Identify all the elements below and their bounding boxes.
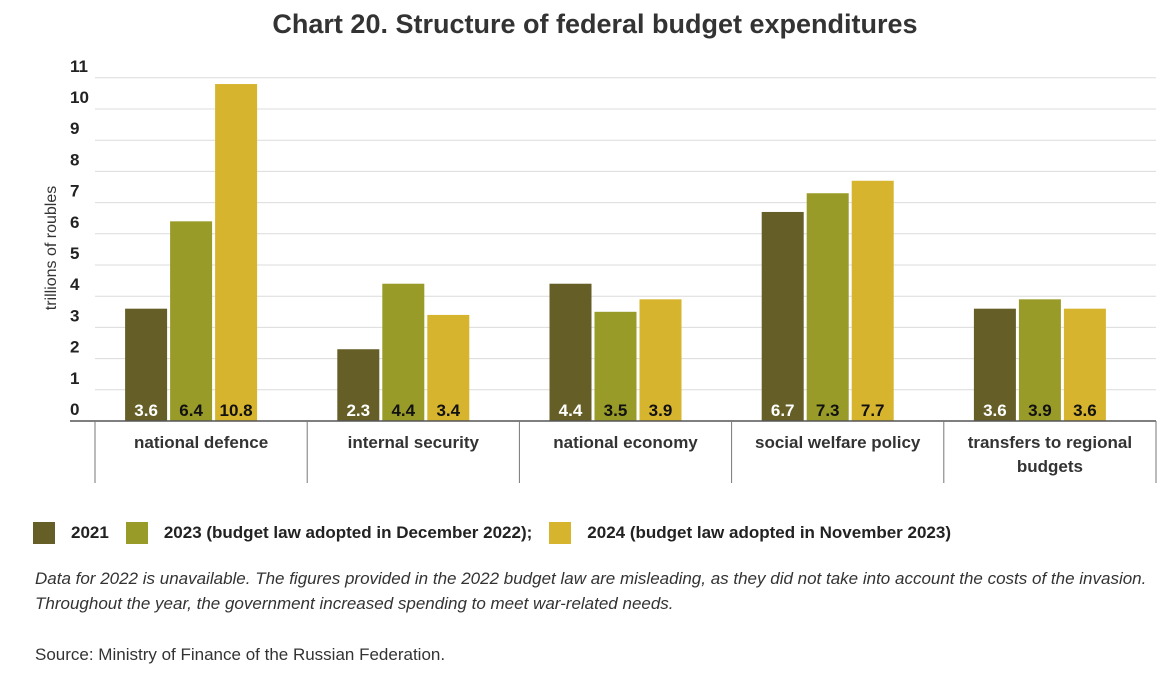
- legend-item: 2023 (budget law adopted in December 202…: [125, 522, 533, 544]
- y-tick-label: 10: [70, 88, 89, 107]
- y-tick-label: 1: [70, 369, 79, 388]
- bar: [337, 349, 380, 421]
- y-tick-label: 4: [70, 275, 80, 294]
- x-axis: [70, 420, 1157, 483]
- data-label: 6.4: [179, 401, 203, 420]
- data-label: 7.7: [861, 401, 885, 420]
- bar-chart: Chart 20. Structure of federal budget ex…: [43, 9, 1157, 483]
- data-label: 3.5: [604, 401, 628, 420]
- y-tick-label: 7: [70, 182, 79, 201]
- legend-swatch: [33, 522, 55, 544]
- legend-item: 2021: [33, 522, 109, 544]
- gridlines: [95, 77, 1156, 391]
- chart-title: Chart 20. Structure of federal budget ex…: [272, 9, 917, 39]
- data-label: 3.6: [1073, 401, 1097, 420]
- y-axis-label: trillions of roubles: [43, 186, 60, 311]
- y-tick-label: 5: [70, 244, 79, 263]
- category-label: internal security: [348, 433, 480, 452]
- bar: [170, 221, 213, 421]
- data-label: 3.4: [436, 401, 460, 420]
- y-tick-label: 2: [70, 338, 79, 357]
- bar: [382, 283, 425, 421]
- data-label: 10.8: [220, 401, 253, 420]
- bar: [639, 299, 682, 421]
- legend: 2021 2023 (budget law adopted in December…: [33, 522, 968, 544]
- legend-swatch: [125, 522, 148, 544]
- footnote: Data for 2022 is unavailable. The figure…: [35, 569, 1147, 613]
- legend-item: 2024 (budget law adopted in November 202…: [549, 522, 951, 544]
- bar: [761, 211, 804, 421]
- category-label: social welfare policy: [755, 433, 921, 452]
- bar: [549, 283, 592, 421]
- data-label: 4.4: [391, 401, 415, 420]
- data-labels: 3.6 6.4 10.8 2.3 4.4 3.4 4.4 3.5 3.9 6.7 7.3 7.7 3.6…: [134, 401, 1096, 420]
- y-tick-label: 8: [70, 150, 79, 169]
- bar: [1063, 308, 1106, 421]
- data-label: 3.6: [983, 401, 1007, 420]
- data-label: 7.3: [816, 401, 840, 420]
- y-tick-label: 11: [70, 57, 88, 76]
- category-labels: national defence internal security nationa…: [134, 433, 1132, 476]
- bars: [125, 84, 1106, 421]
- y-tick-label: 0: [70, 400, 79, 419]
- data-label: 2.3: [346, 401, 370, 420]
- y-axis-ticks: 0 1 2 3 4 5 6 7 8 9 10 11: [70, 57, 89, 419]
- legend-label: 2023 (budget law adopted in December 202…: [163, 523, 533, 542]
- legend-swatch: [549, 522, 572, 544]
- bar: [851, 180, 894, 421]
- bar: [125, 308, 168, 421]
- data-label: 4.4: [559, 401, 583, 420]
- bar: [806, 193, 849, 421]
- bar: [594, 311, 637, 421]
- bar: [427, 314, 470, 421]
- data-label: 3.9: [649, 401, 673, 420]
- source-note: Source: Ministry of Finance of the Russi…: [35, 645, 446, 664]
- bar: [215, 84, 258, 421]
- data-label: 3.6: [134, 401, 158, 420]
- y-tick-label: 9: [70, 119, 79, 138]
- legend-label: 2024 (budget law adopted in November 202…: [587, 523, 951, 542]
- bar: [973, 308, 1016, 421]
- data-label: 6.7: [771, 401, 795, 420]
- legend-label: 2021: [71, 523, 109, 542]
- category-label: transfers to regional budgets: [968, 433, 1132, 476]
- y-tick-label: 6: [70, 213, 79, 232]
- y-tick-label: 3: [70, 306, 79, 325]
- data-label: 3.9: [1028, 401, 1052, 420]
- category-label: national defence: [134, 433, 268, 452]
- category-label: national economy: [553, 433, 698, 452]
- bar: [1018, 299, 1061, 421]
